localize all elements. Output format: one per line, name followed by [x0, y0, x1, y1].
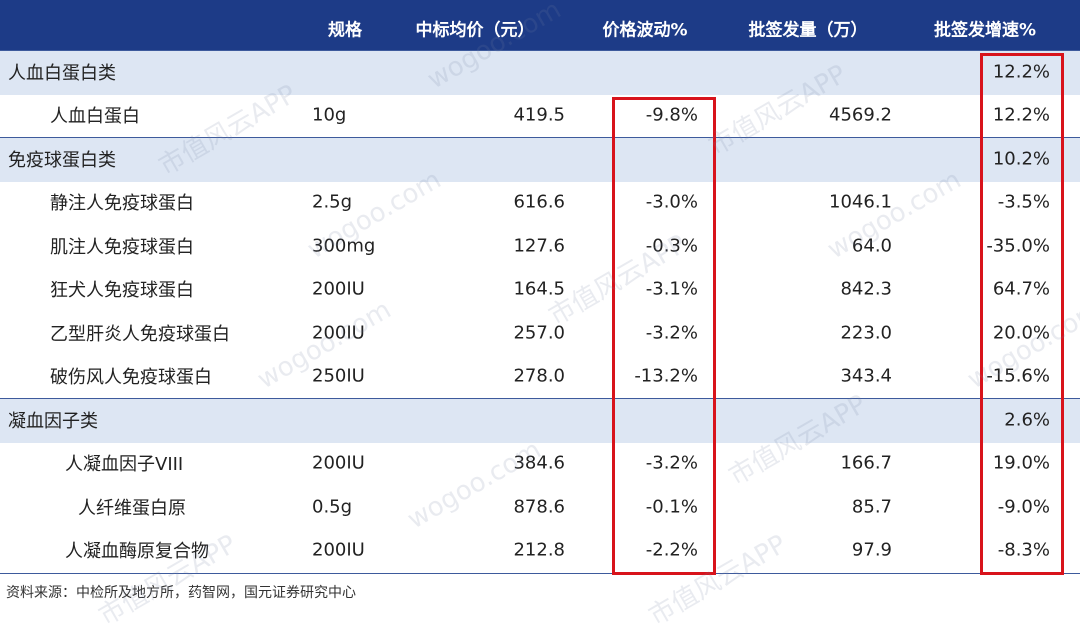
growth: -3.5%	[997, 191, 1050, 213]
growth: 19.0%	[992, 452, 1050, 474]
volume: 343.4	[840, 365, 892, 387]
price: 212.8	[513, 539, 565, 561]
volume: 166.7	[840, 452, 892, 474]
growth: -9.0%	[997, 496, 1050, 518]
highlight-box	[980, 53, 1064, 575]
volume: 85.7	[851, 496, 892, 518]
spec: 250IU	[312, 365, 365, 387]
price: 616.6	[513, 191, 565, 213]
header-cell: 批签发量（万）	[748, 20, 868, 41]
volume: 4569.2	[829, 104, 892, 126]
change: -13.2%	[634, 365, 698, 387]
row-name: 人凝血酶原复合物	[65, 541, 209, 563]
spec: 2.5g	[312, 191, 353, 213]
row-name: 免疫球蛋白类	[8, 149, 116, 171]
change: -3.1%	[645, 278, 698, 300]
growth: 10.2%	[992, 148, 1050, 170]
growth: 12.2%	[992, 61, 1050, 83]
change: -3.2%	[645, 322, 698, 344]
row-name: 破伤风人免疫球蛋白	[50, 367, 212, 389]
row-name: 乙型肝炎人免疫球蛋白	[50, 323, 230, 345]
header-cell: 批签发增速%	[933, 20, 1037, 41]
change: -3.2%	[645, 452, 698, 474]
header-cell: 规格	[328, 20, 362, 41]
price: 278.0	[513, 365, 565, 387]
header-cell: 中标均价（元）	[415, 20, 535, 41]
header-cell: 价格波动%	[602, 20, 688, 41]
spec: 0.5g	[312, 496, 353, 518]
highlight-box	[612, 97, 716, 575]
row-name: 人血白蛋白类	[8, 62, 116, 84]
volume: 97.9	[851, 539, 892, 561]
price: 127.6	[513, 235, 565, 257]
watermark: wogoo.com	[402, 434, 547, 536]
growth: -35.0%	[986, 235, 1050, 257]
row-name: 狂犬人免疫球蛋白	[50, 280, 194, 302]
growth: 20.0%	[992, 322, 1050, 344]
price: 257.0	[513, 322, 565, 344]
bottom-rule	[0, 573, 1080, 574]
group-row	[0, 398, 1080, 443]
row-name: 人凝血因子VIII	[65, 454, 184, 476]
source: 资料来源：中检所及地方所，药智网，国元证券研究中心	[6, 585, 356, 601]
change: -3.0%	[645, 191, 698, 213]
group-row	[0, 50, 1080, 95]
spec: 200IU	[312, 278, 365, 300]
growth: 12.2%	[992, 104, 1050, 126]
spec: 300mg	[312, 235, 376, 257]
growth: 64.7%	[992, 278, 1050, 300]
spec: 200IU	[312, 539, 365, 561]
table-header	[0, 0, 1080, 50]
change: -0.3%	[645, 235, 698, 257]
spec: 10g	[312, 104, 347, 126]
group-row	[0, 137, 1080, 182]
row-name: 凝血因子类	[8, 410, 98, 432]
growth: 2.6%	[1004, 409, 1050, 431]
volume: 64.0	[851, 235, 892, 257]
price: 419.5	[513, 104, 565, 126]
price: 384.6	[513, 452, 565, 474]
row-name: 人血白蛋白	[50, 106, 140, 128]
row-name: 人纤维蛋白原	[78, 497, 186, 519]
price: 164.5	[513, 278, 565, 300]
growth: -15.6%	[986, 365, 1050, 387]
change: -2.2%	[645, 539, 698, 561]
price: 878.6	[513, 496, 565, 518]
spec: 200IU	[312, 322, 365, 344]
spec: 200IU	[312, 452, 365, 474]
change: -0.1%	[645, 496, 698, 518]
volume: 842.3	[840, 278, 892, 300]
volume: 1046.1	[829, 191, 892, 213]
growth: -8.3%	[997, 539, 1050, 561]
row-name: 静注人免疫球蛋白	[50, 193, 194, 215]
change: -9.8%	[645, 104, 698, 126]
row-name: 肌注人免疫球蛋白	[50, 236, 194, 258]
volume: 223.0	[840, 322, 892, 344]
